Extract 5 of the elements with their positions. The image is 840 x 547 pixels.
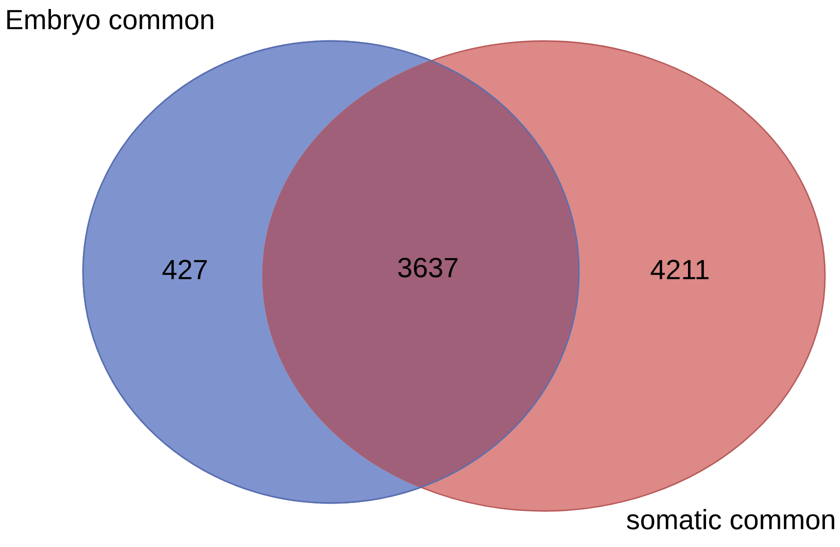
data-label: 427 bbox=[162, 260, 207, 280]
category-label: somatic common bbox=[626, 509, 834, 530]
data-label: 4211 bbox=[650, 260, 709, 280]
category-label: Embryo common bbox=[7, 9, 214, 35]
data-label: 3637 bbox=[398, 258, 458, 278]
